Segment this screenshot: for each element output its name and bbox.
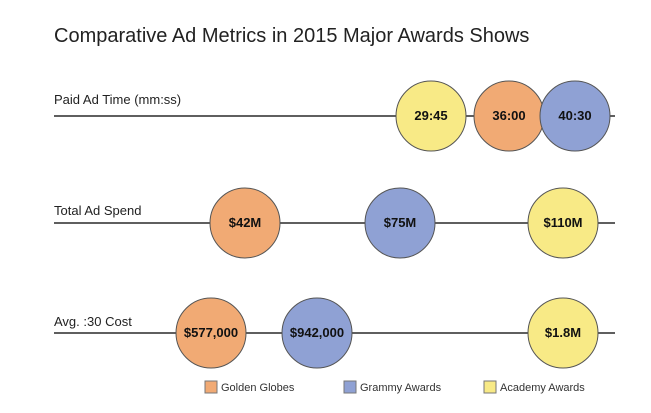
legend-item-academy-awards: Academy Awards	[483, 380, 585, 394]
bubble-academy-awards-paid-ad-time-mm-ss	[395, 80, 467, 152]
row-label-paid-ad-time-mm-ss: Paid Ad Time (mm:ss)	[54, 92, 181, 107]
row-paid-ad-time-mm-ss: Paid Ad Time (mm:ss) 29:45 36:00 40:30	[54, 80, 615, 152]
row-total-ad-spend: Total Ad Spend $42M $75M $110M	[54, 187, 615, 259]
bubble-label-golden-globes-avg-30-cost: $577,000	[184, 325, 238, 340]
legend-swatch-golden-globes	[204, 380, 218, 394]
bubble-label-academy-awards-paid-ad-time-mm-ss: 29:45	[414, 108, 447, 123]
bubble-golden-globes-avg-30-cost	[175, 297, 247, 369]
legend-label-golden-globes: Golden Globes	[221, 382, 295, 394]
row-label-avg-30-cost: Avg. :30 Cost	[54, 314, 132, 329]
legend-swatch-academy-awards	[483, 380, 497, 394]
rows-layer: Paid Ad Time (mm:ss) 29:45 36:00 40:30 Total…	[54, 80, 615, 369]
bubble-label-golden-globes-paid-ad-time-mm-ss: 36:00	[492, 108, 525, 123]
legend-label-academy-awards: Academy Awards	[500, 382, 585, 394]
bubble-label-academy-awards-total-ad-spend: $110M	[543, 215, 582, 230]
bubble-grammy-awards-total-ad-spend	[364, 187, 436, 259]
legend-label-grammy-awards: Grammy Awards	[360, 382, 442, 394]
bubble-grammy-awards-avg-30-cost	[281, 297, 353, 369]
bubble-golden-globes-total-ad-spend	[209, 187, 281, 259]
bubble-label-golden-globes-total-ad-spend: $42M	[229, 215, 262, 230]
legend-item-grammy-awards: Grammy Awards	[343, 380, 442, 394]
legend: Golden Globes Grammy Awards Academy Awards	[204, 380, 585, 394]
bubble-label-academy-awards-avg-30-cost: $1.8M	[545, 325, 581, 340]
legend-swatch-grammy-awards	[343, 380, 357, 394]
row-avg-30-cost: Avg. :30 Cost $577,000 $942,000 $1.8M	[54, 297, 615, 369]
bubble-academy-awards-total-ad-spend	[527, 187, 599, 259]
bubble-label-grammy-awards-avg-30-cost: $942,000	[290, 325, 344, 340]
legend-item-golden-globes: Golden Globes	[204, 380, 295, 394]
bubble-label-grammy-awards-paid-ad-time-mm-ss: 40:30	[558, 108, 591, 123]
bubble-grammy-awards-paid-ad-time-mm-ss	[539, 80, 611, 152]
bubble-label-grammy-awards-total-ad-spend: $75M	[384, 215, 417, 230]
row-label-total-ad-spend: Total Ad Spend	[54, 203, 141, 218]
bubble-academy-awards-avg-30-cost	[527, 297, 599, 369]
chart-title: Comparative Ad Metrics in 2015 Major Awa…	[54, 25, 529, 47]
